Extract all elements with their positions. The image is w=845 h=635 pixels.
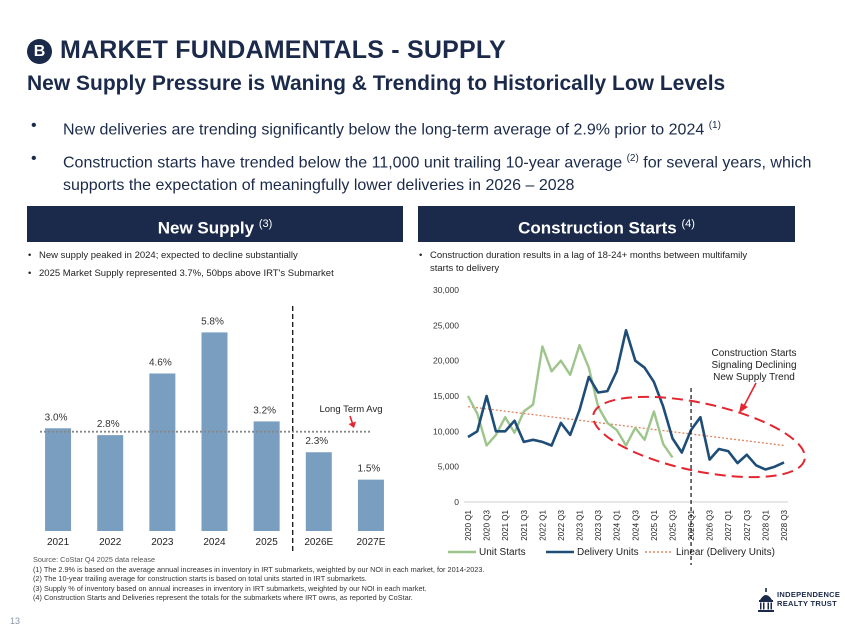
annotation-arrowhead (348, 421, 356, 428)
construction-starts-line-chart: 0 5,000 10,000 15,000 20,000 25,000 30,000 2020… (433, 285, 806, 565)
y-tick-label: 5,000 (438, 462, 460, 472)
note-item: 2025 Market Supply represented 3.7%, 50b… (27, 267, 403, 280)
bar-2023 (149, 373, 176, 531)
note-item: New supply peaked in 2024; expected to d… (27, 249, 403, 262)
new-supply-notes: New supply peaked in 2024; expected to d… (27, 249, 403, 285)
x-tick-label: 2023 (151, 537, 174, 548)
footnote-ref: (1) (708, 120, 721, 131)
logo-line: INDEPENDENCE (777, 590, 841, 599)
annotation-label: Signaling Declining (711, 360, 796, 371)
x-tick-label: 2020 Q1 (464, 509, 473, 540)
key-point-text: New deliveries are trending significantl… (63, 121, 709, 139)
source-note: Source: CoStar Q4 2025 data release (33, 555, 156, 564)
bar-data-label: 3.0% (45, 412, 68, 423)
bar-data-label: 2.3% (305, 436, 328, 447)
x-tick-label: 2028 Q3 (780, 509, 789, 540)
key-point-text: Construction starts have trended below t… (63, 154, 627, 172)
long-term-avg-label: Long Term Avg (319, 404, 382, 415)
x-tick-label: 2025 Q1 (650, 509, 659, 540)
company-logo: INDEPENDENCE REALTY TRUST (755, 588, 840, 624)
series-unit-starts (466, 343, 674, 459)
key-point-text-cont: for several years, which supports the ex… (63, 154, 812, 194)
x-tick-label: 2022 Q3 (557, 509, 566, 540)
x-tick-label: 2025 (256, 537, 279, 548)
y-tick-label: 20,000 (433, 356, 459, 366)
x-tick-label: 2028 Q1 (761, 509, 770, 540)
annotation-arrowhead (739, 403, 748, 413)
bar-data-label: 3.2% (253, 405, 276, 416)
page-subtitle: New Supply Pressure is Waning & Trending… (27, 72, 726, 95)
x-tick-label: 2026E (304, 537, 333, 548)
key-point: Construction starts have trended below t… (27, 148, 817, 196)
x-tick-label: 2024 Q1 (613, 509, 622, 540)
x-tick-label: 2024 Q3 (631, 509, 640, 540)
page-number: 13 (10, 616, 21, 626)
footnote: (3) Supply % of inventory based on annua… (33, 583, 427, 593)
bar-2021 (45, 428, 72, 531)
footnote: (4) Construction Starts and Deliveries r… (33, 593, 413, 603)
legend-label: Linear (Delivery Units) (676, 547, 775, 558)
x-tick-label: 2021 Q3 (520, 509, 529, 540)
footnote-ref: (4) (681, 218, 695, 230)
footnote: (1) The 2.9% is based on the average ann… (33, 564, 485, 574)
y-tick-label: 0 (454, 497, 459, 507)
new-supply-header: New Supply (3) (27, 206, 403, 242)
bar-2022 (97, 435, 124, 531)
bar-data-label: 1.5% (358, 464, 381, 475)
x-tick-label: 2024 (203, 537, 226, 548)
y-tick-label: 15,000 (433, 391, 459, 401)
x-tick-label: 2020 Q3 (483, 509, 492, 540)
construction-starts-notes: Construction duration results in a lag o… (418, 249, 748, 280)
capitol-dome-icon (758, 588, 774, 612)
footnotes: Source: CoStar Q4 2025 data release (1) … (33, 555, 484, 603)
annotation-label: Construction Starts (711, 348, 796, 359)
x-tick-label: 2021 Q1 (501, 509, 510, 540)
x-tick-label: 2023 Q3 (594, 509, 603, 540)
series-delivery-units (467, 329, 785, 471)
construction-starts-header: Construction Starts (4) (418, 206, 795, 242)
x-tick-label: 2025 Q3 (668, 509, 677, 540)
panel-title: New Supply (157, 218, 259, 238)
x-tick-label: 2027 Q3 (743, 509, 752, 540)
legend-label: Delivery Units (577, 547, 639, 558)
bar-data-label: 5.8% (201, 316, 224, 327)
x-tick-label: 2022 (99, 537, 122, 548)
bar-2026E (305, 452, 332, 531)
note-item: Construction duration results in a lag o… (418, 249, 748, 275)
footnote: (2) The 10-year trailing average for con… (33, 574, 367, 584)
logo-line: REALTY TRUST (777, 599, 837, 608)
bar-2025 (253, 421, 280, 531)
section-badge: B (27, 39, 52, 64)
trendline-delivery-units (467, 405, 785, 447)
x-tick-label: 2026 Q1 (687, 509, 696, 540)
panel-title: Construction Starts (518, 218, 682, 238)
highlight-ellipse (592, 395, 806, 479)
bar-2027E (357, 479, 384, 531)
key-point: New deliveries are trending significantl… (27, 115, 817, 141)
y-tick-label: 25,000 (433, 320, 459, 330)
x-tick-label: 2027E (356, 537, 385, 548)
bar-data-label: 4.6% (149, 357, 172, 368)
x-tick-label: 2023 Q1 (576, 509, 585, 540)
x-tick-label: 2022 Q1 (538, 509, 547, 540)
y-tick-label: 30,000 (433, 285, 459, 295)
bar-data-label: 2.8% (97, 419, 120, 430)
annotation-label: New Supply Trend (713, 372, 795, 383)
y-tick-label: 10,000 (433, 426, 459, 436)
x-tick-label: 2021 (47, 537, 70, 548)
x-tick-label: 2026 Q3 (706, 509, 715, 540)
footnote-ref: (3) (258, 218, 273, 230)
x-tick-label: 2027 Q1 (724, 509, 733, 540)
annotation-arrow (743, 382, 757, 407)
new-supply-bar-chart: 3.0% 2021 2.8% 2022 4.6% 2023 5.8% 2024 3.2% 2025… (40, 306, 386, 551)
footnote-ref: (2) (626, 153, 639, 165)
key-points: New deliveries are trending significantl… (27, 115, 817, 204)
legend-label: Unit Starts (479, 547, 526, 558)
page-title: MARKET FUNDAMENTALS - SUPPLY (60, 36, 506, 64)
